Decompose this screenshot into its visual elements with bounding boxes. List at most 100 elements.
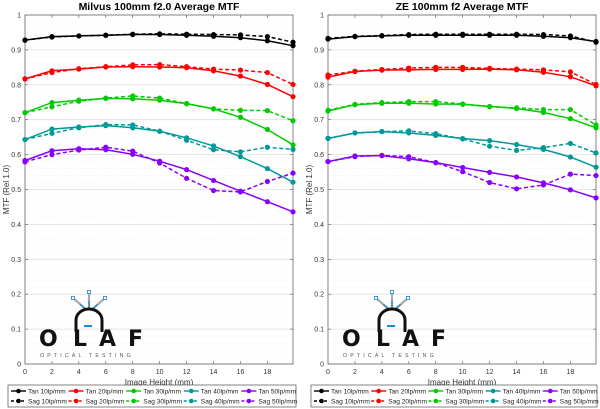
y-tick-label: 1 — [320, 13, 324, 20]
data-point — [103, 121, 109, 128]
data-point — [76, 66, 82, 72]
legend-item: Tan 50lp/mm — [241, 388, 297, 395]
legend-item: Tan 10lp/mm — [314, 388, 369, 395]
data-point — [379, 128, 385, 135]
x-tick-label: 6 — [407, 369, 411, 376]
y-tick-label: 0.8 — [314, 82, 324, 89]
legend-item: Tan 50lp/mm — [542, 388, 598, 395]
data-point — [184, 31, 190, 37]
data-point — [290, 179, 296, 185]
x-tick-label: 8 — [434, 369, 438, 376]
legend-label: Sag 20lp/mm — [388, 398, 427, 405]
data-point — [76, 33, 82, 39]
series-sag-40lp-mm — [22, 121, 296, 155]
legend-item: Tan 40lp/mm — [485, 388, 541, 395]
logo-letter: L — [73, 327, 87, 352]
data-point — [460, 64, 466, 70]
legend-label: Sag 10lp/mm — [331, 398, 370, 405]
logo-ray-tip — [71, 295, 76, 300]
series-sag-10lp-mm — [22, 31, 296, 45]
data-point — [593, 81, 599, 88]
data-point — [352, 68, 358, 74]
data-point — [76, 125, 82, 131]
data-point — [379, 66, 385, 73]
data-point — [130, 62, 136, 68]
x-tick-label: 2 — [353, 369, 357, 376]
legend-label: Tan 50lp/mm — [560, 388, 598, 395]
data-point — [157, 160, 163, 166]
data-point — [290, 39, 296, 45]
data-point — [352, 33, 358, 39]
y-tick-label: 0.9 — [11, 47, 21, 54]
data-point — [103, 95, 109, 101]
legend-marker — [189, 388, 194, 394]
data-point — [130, 122, 136, 128]
x-tick-label: 10 — [156, 369, 164, 376]
data-point — [184, 137, 190, 143]
data-point — [433, 31, 439, 37]
data-point — [406, 98, 412, 105]
data-point — [406, 31, 412, 38]
data-point — [157, 95, 163, 101]
legend-marker — [131, 398, 136, 404]
y-axis-label: MTF (Rel 1.0) — [305, 165, 314, 215]
data-point — [290, 146, 296, 152]
data-point — [540, 145, 547, 151]
legend-item: Tan 30lp/mm — [428, 388, 484, 395]
legend-label: Tan 10lp/mm — [331, 388, 369, 395]
x-tick-label: 12 — [183, 369, 191, 376]
legend-label: Tan 50lp/mm — [258, 388, 296, 395]
chart-title: Milvus 100mm f2.0 Average MTF — [79, 1, 240, 13]
data-point — [264, 178, 271, 185]
data-point — [103, 32, 109, 38]
data-point — [184, 175, 190, 181]
series-line — [24, 95, 294, 122]
x-tick-label: 0 — [23, 369, 27, 376]
series-line — [327, 66, 597, 86]
data-point — [49, 130, 55, 136]
data-point — [264, 199, 271, 205]
y-tick-label: 0.4 — [11, 222, 21, 229]
data-point — [76, 147, 82, 153]
series-sag-20lp-mm — [325, 64, 599, 88]
data-point — [406, 128, 412, 134]
data-point — [264, 108, 271, 114]
data-point — [513, 174, 520, 180]
data-point — [130, 148, 136, 154]
data-point — [406, 154, 412, 160]
x-tick-label: 16 — [237, 369, 245, 376]
data-point — [513, 147, 520, 154]
legend-marker — [73, 398, 79, 404]
data-point — [460, 164, 466, 171]
data-point — [290, 118, 296, 124]
series-line — [24, 33, 294, 43]
data-point — [593, 39, 599, 45]
legend-label: Sag 30lp/mm — [143, 398, 182, 405]
data-point — [593, 150, 599, 156]
legend-item: Sag 30lp/mm — [428, 398, 485, 405]
data-point — [237, 149, 244, 155]
data-point — [433, 64, 439, 70]
logo-subtitle: OPTICAL TESTING — [343, 353, 437, 359]
logo-letter: F — [128, 327, 143, 352]
x-tick-label: 4 — [380, 369, 384, 376]
legend-marker — [131, 388, 136, 394]
y-tick-label: 0.4 — [314, 222, 324, 229]
x-tick-label: 10 — [459, 369, 467, 376]
data-point — [593, 195, 599, 201]
data-point — [157, 31, 163, 37]
data-point — [290, 81, 296, 88]
series-sag-50lp-mm — [325, 152, 599, 192]
legend-item: Sag 20lp/mm — [371, 398, 428, 405]
legend-item: Tan 10lp/mm — [11, 388, 66, 395]
legend-label: Tan 10lp/mm — [28, 388, 66, 395]
logo-letter: F — [431, 327, 446, 352]
legend-item: Sag 10lp/mm — [314, 398, 370, 405]
data-point — [237, 67, 244, 73]
legend-marker — [16, 388, 21, 394]
data-point — [264, 81, 271, 88]
legend-item: Tan 20lp/mm — [68, 388, 124, 395]
legend-label: Sag 20lp/mm — [86, 398, 125, 405]
legend-marker — [73, 388, 79, 394]
